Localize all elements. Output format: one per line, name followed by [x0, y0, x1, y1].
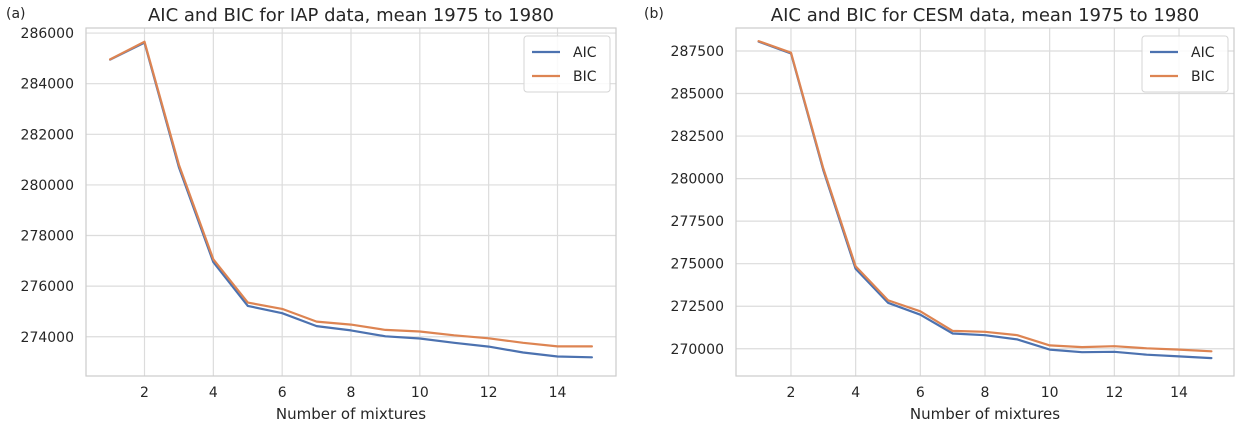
- legend-label: AIC: [1191, 45, 1215, 61]
- x-tick-label: 2: [140, 385, 149, 401]
- y-tick-label: 282500: [671, 129, 724, 145]
- y-tick-label: 272500: [671, 299, 724, 315]
- y-tick-label: 275000: [671, 257, 724, 273]
- legend-label: BIC: [1191, 69, 1215, 85]
- y-tick-label: 280000: [21, 178, 74, 194]
- panel-label: (a): [6, 6, 26, 22]
- chart-title: AIC and BIC for CESM data, mean 1975 to …: [771, 5, 1199, 26]
- chart-panel-2: (b) AIC and BIC for CESM data, mean 1975 …: [644, 5, 1235, 423]
- x-tick-label: 8: [347, 385, 356, 401]
- x-tick-label: 12: [1105, 385, 1123, 401]
- chart-panel-1: (a) AIC and BIC for IAP data, mean 1975 t…: [6, 5, 617, 423]
- y-tick-label: 270000: [671, 342, 724, 358]
- x-tick-label: 14: [1170, 385, 1188, 401]
- y-tick-label: 280000: [671, 172, 724, 188]
- series-line-bic: [108, 40, 594, 348]
- gridlines: [736, 28, 1234, 376]
- x-tick-label: 10: [1041, 385, 1059, 401]
- legend-box: [523, 35, 611, 93]
- x-tick-label: 4: [851, 385, 860, 401]
- y-tick-label: 282000: [21, 127, 74, 143]
- x-tick-label: 2: [787, 385, 796, 401]
- legend: AIC BIC: [523, 35, 611, 93]
- y-tick-label: 284000: [21, 77, 74, 93]
- y-tick-label: 287500: [671, 44, 724, 60]
- x-tick-label: 6: [278, 385, 287, 401]
- y-tick-label: 274000: [21, 330, 74, 346]
- x-tick-label: 8: [981, 385, 990, 401]
- legend-label: BIC: [573, 69, 597, 85]
- series-line-bic: [757, 39, 1213, 353]
- x-tick-label: 6: [916, 385, 925, 401]
- y-tick-label: 277500: [671, 214, 724, 230]
- x-tick-label: 10: [411, 385, 429, 401]
- legend-box: [1141, 35, 1229, 93]
- x-tick-label: 4: [209, 385, 218, 401]
- plot-frame: [85, 27, 617, 377]
- x-tick-label: 14: [549, 385, 567, 401]
- x-tick-label: 12: [480, 385, 498, 401]
- panel-label: (b): [644, 6, 664, 22]
- legend-label: AIC: [573, 45, 597, 61]
- y-tick-label: 278000: [21, 229, 74, 245]
- x-axis-label: Number of mixtures: [276, 405, 426, 423]
- y-tick-label: 286000: [21, 26, 74, 42]
- plot-frame: [735, 27, 1235, 377]
- y-tick-label: 285000: [671, 87, 724, 103]
- chart-title: AIC and BIC for IAP data, mean 1975 to 1…: [148, 5, 554, 26]
- legend: AIC BIC: [1141, 35, 1229, 93]
- y-tick-label: 276000: [21, 279, 74, 295]
- x-axis-label: Number of mixtures: [910, 405, 1060, 423]
